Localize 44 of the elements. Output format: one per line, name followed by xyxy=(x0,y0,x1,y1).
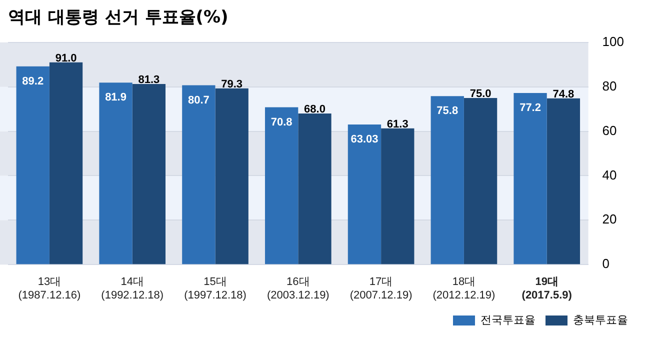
y-tick-label: 100 xyxy=(602,34,624,49)
bar xyxy=(381,128,414,264)
text: 63.03 xyxy=(350,134,378,146)
text: 77.2 xyxy=(520,102,541,114)
y-tick-label: 60 xyxy=(602,122,617,138)
y-tick-label: 80 xyxy=(602,78,617,94)
text: 81.9 xyxy=(105,92,126,104)
legend-label: 충북투표율 xyxy=(573,314,628,327)
bar xyxy=(49,62,83,264)
chart-title: 역대 대통령 선거 투표율(%) xyxy=(8,8,228,28)
legend-label: 전국투표율 xyxy=(480,314,536,327)
text: 89.2 xyxy=(22,75,44,88)
x-tick-label: 19대 (2017.5.9) xyxy=(522,276,572,302)
bar xyxy=(132,84,166,264)
bar xyxy=(298,114,332,264)
text: 75.0 xyxy=(470,88,492,100)
text: 81.3 xyxy=(138,74,160,86)
y-tick-label: 40 xyxy=(602,167,617,182)
bar xyxy=(514,93,547,264)
y-tick-label: 0 xyxy=(602,256,610,272)
text: 68.0 xyxy=(304,104,326,116)
text: 70.8 xyxy=(270,116,292,128)
text: 61.3 xyxy=(386,118,408,130)
text: 91.0 xyxy=(55,52,77,64)
x-tick-label: 18대 (2012.12.19) xyxy=(432,276,496,302)
text: 80.7 xyxy=(188,94,210,106)
bar xyxy=(264,107,298,264)
y-tick-label: 20 xyxy=(602,212,617,227)
bar xyxy=(348,124,382,264)
bar xyxy=(430,96,464,264)
text: 75.8 xyxy=(436,105,458,118)
text: 74.8 xyxy=(552,88,574,100)
bar xyxy=(16,66,50,264)
bar xyxy=(182,85,216,264)
x-tick-label: 16대 (2003.12.19) xyxy=(266,276,330,302)
bar xyxy=(99,82,132,264)
x-tick-label: 17대 (2007.12.19) xyxy=(350,276,412,302)
bar xyxy=(464,98,498,264)
text: 79.3 xyxy=(221,78,243,90)
bar xyxy=(546,98,580,264)
x-tick-label: 14대 (1992.12.18) xyxy=(101,276,164,302)
x-tick-label: 13대 (1987.12.16) xyxy=(18,276,81,302)
bar xyxy=(215,88,248,264)
x-tick-label: 15대 (1997.12.18) xyxy=(184,276,246,302)
